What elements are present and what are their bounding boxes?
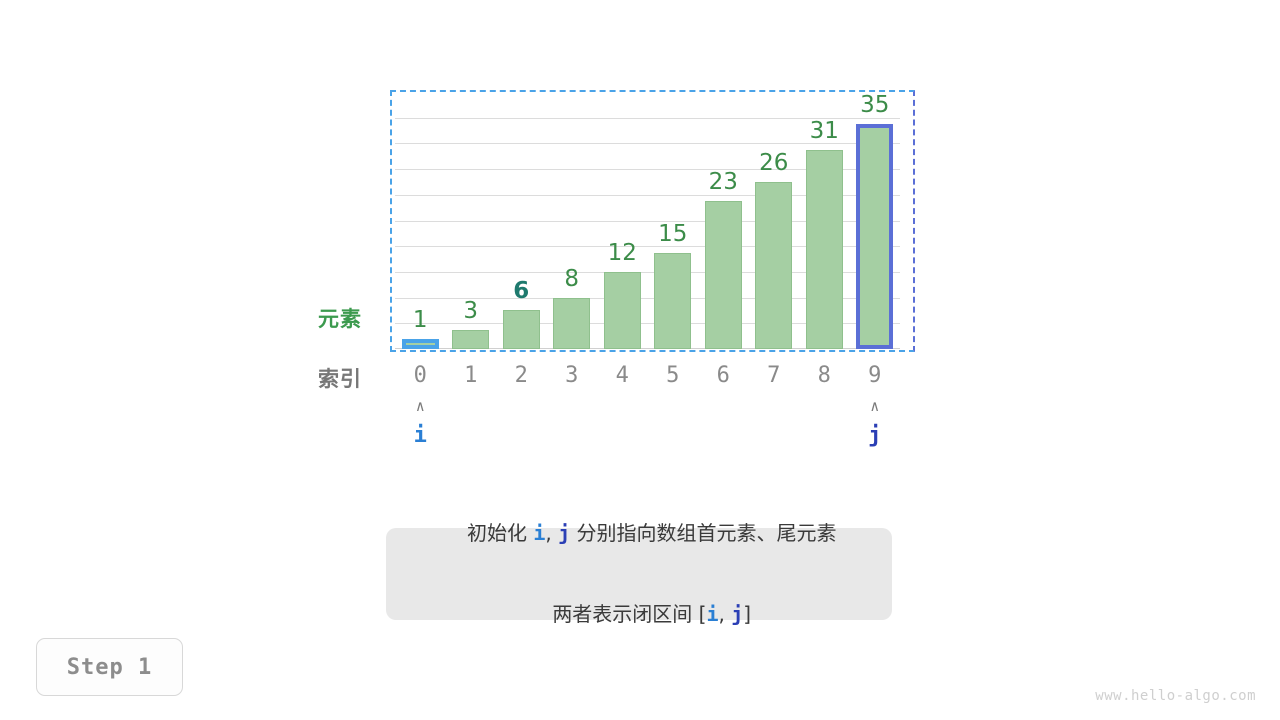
- index-label-5: 5: [666, 363, 680, 388]
- index-label-2: 2: [514, 363, 528, 388]
- caption-box: 初始化 i, j 分别指向数组首元素、尾元素 两者表示闭区间 [i, j]: [386, 521, 892, 626]
- baseline-axis: [395, 348, 900, 349]
- gridline: [395, 220, 900, 222]
- gridline: [395, 169, 900, 171]
- gridline: [395, 271, 900, 273]
- watermark: www.hello-algo.com: [1095, 688, 1256, 704]
- caption-var-j-1: j: [558, 521, 571, 545]
- bar-value-label-8: 31: [809, 118, 839, 144]
- index-label-3: 3: [565, 363, 579, 388]
- bar-value-label-9: 35: [860, 92, 890, 118]
- plot-region: [395, 92, 900, 349]
- caption-var-i-2: i: [706, 602, 719, 626]
- pointer-caret-j: ∧: [870, 397, 880, 415]
- bar-value-label-1: 3: [463, 298, 479, 324]
- gridline: [395, 194, 900, 196]
- bar-value-label-0: 1: [412, 307, 428, 333]
- pointer-label-i: i: [413, 423, 427, 448]
- gridline: [395, 323, 900, 325]
- bar-value-label-7: 26: [759, 150, 789, 176]
- bar-2[interactable]: [502, 310, 540, 349]
- step-badge: Step 1: [36, 638, 183, 696]
- index-label-9: 9: [868, 363, 882, 388]
- gridline: [395, 297, 900, 299]
- caption-line2-text-a: 两者表示闭区间 [: [552, 602, 707, 626]
- bar-4[interactable]: [603, 272, 641, 349]
- caption-line-1: 初始化 i, j 分别指向数组首元素、尾元素: [442, 496, 837, 571]
- bar-value-label-5: 15: [658, 221, 688, 247]
- gridline: [395, 246, 900, 248]
- index-label-4: 4: [615, 363, 629, 388]
- index-label-6: 6: [716, 363, 730, 388]
- caption-sep-2: ,: [718, 602, 725, 626]
- index-label-0: 0: [413, 363, 427, 388]
- caption-var-j-2: j: [731, 602, 744, 626]
- bar-3[interactable]: [553, 298, 591, 349]
- bar-5[interactable]: [654, 253, 692, 349]
- caption-line2-text-b: ]: [743, 602, 752, 626]
- bar-value-label-6: 23: [708, 169, 738, 195]
- bar-9[interactable]: [856, 124, 894, 349]
- caption-line1-text-b: 分别指向数组首元素、尾元素: [570, 521, 837, 545]
- caption-sep-1: ,: [545, 521, 552, 545]
- axis-label-index: 索引: [318, 367, 362, 391]
- bar-7[interactable]: [755, 182, 793, 349]
- pointer-caret-i: ∧: [415, 397, 425, 415]
- array-boundary-box: [390, 90, 915, 352]
- index-label-1: 1: [464, 363, 478, 388]
- gridline: [395, 117, 900, 119]
- caption-var-i-1: i: [533, 521, 546, 545]
- gridline: [395, 143, 900, 145]
- caption-line-2: 两者表示闭区间 [i, j]: [527, 577, 751, 652]
- index-label-8: 8: [817, 363, 831, 388]
- bar-8[interactable]: [805, 150, 843, 349]
- axis-label-element: 元素: [318, 307, 362, 331]
- caption-line1-text-a: 初始化: [466, 521, 534, 545]
- step-badge-label: Step 1: [66, 654, 153, 680]
- bar-1[interactable]: [452, 330, 490, 349]
- index-label-7: 7: [767, 363, 781, 388]
- bar-value-label-3: 8: [564, 266, 580, 292]
- bar-value-label-4: 12: [607, 240, 637, 266]
- pointer-label-j: j: [868, 423, 882, 448]
- bar-value-label-2: 6: [513, 278, 530, 304]
- bar-0[interactable]: [401, 339, 439, 349]
- bar-6[interactable]: [704, 201, 742, 349]
